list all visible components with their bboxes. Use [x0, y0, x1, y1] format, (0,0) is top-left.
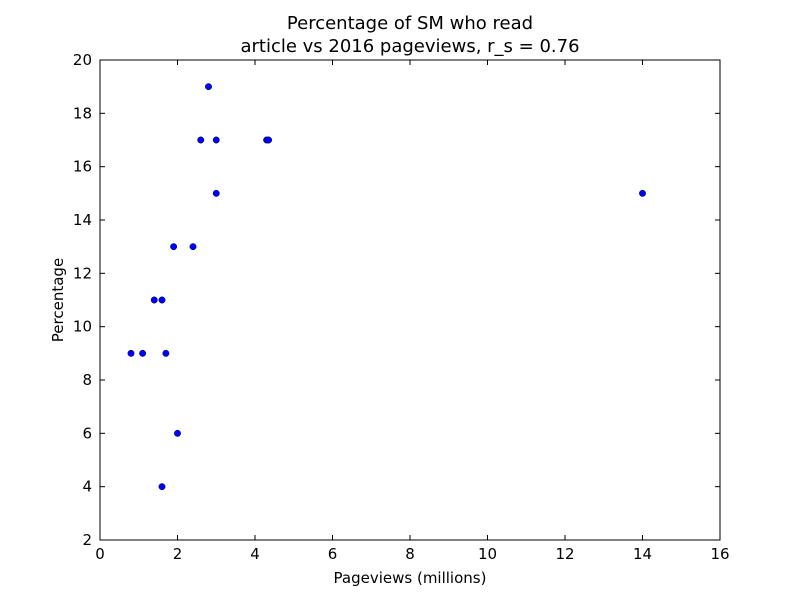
x-axis-label: Pageviews (millions) — [334, 569, 487, 587]
data-point — [174, 429, 181, 437]
data-point — [197, 136, 205, 144]
x-tick-label: 4 — [250, 545, 260, 563]
data-point — [150, 296, 158, 304]
y-axis-label: Percentage — [49, 258, 67, 342]
y-tick-label: 18 — [73, 104, 92, 122]
plot-area — [100, 60, 720, 540]
y-tick-label: 4 — [82, 478, 92, 496]
data-point — [189, 243, 197, 251]
x-tick-label: 12 — [555, 545, 574, 563]
y-tick-label: 16 — [73, 158, 92, 176]
y-tick-label: 10 — [73, 318, 92, 336]
data-point — [158, 296, 166, 304]
x-tick-label: 2 — [173, 545, 183, 563]
y-tick-label: 6 — [82, 424, 92, 442]
data-points — [127, 83, 646, 491]
x-tick-label: 8 — [405, 545, 415, 563]
data-point — [212, 189, 220, 197]
data-point — [170, 243, 178, 251]
chart-title-line-2: article vs 2016 pageviews, r_s = 0.76 — [240, 36, 579, 57]
y-tick-label: 2 — [82, 531, 92, 549]
x-tick-label: 0 — [95, 545, 105, 563]
x-tick-label: 6 — [328, 545, 338, 563]
y-tick-label: 12 — [73, 264, 92, 282]
data-point — [139, 349, 147, 357]
x-tick-label: 16 — [710, 545, 729, 563]
y-tick-label: 20 — [73, 51, 92, 69]
data-point — [265, 136, 273, 144]
y-tick-label: 8 — [82, 371, 92, 389]
data-point — [162, 349, 170, 357]
data-point — [158, 483, 166, 491]
data-point — [639, 189, 646, 197]
data-point — [127, 349, 135, 357]
x-tick-label: 14 — [633, 545, 652, 563]
x-tick-label: 10 — [478, 545, 497, 563]
data-point — [212, 136, 220, 144]
plot-frame — [99, 59, 721, 541]
y-tick-label: 14 — [73, 211, 92, 229]
chart-title-line-1: Percentage of SM who read — [287, 13, 533, 34]
data-point — [205, 83, 212, 91]
